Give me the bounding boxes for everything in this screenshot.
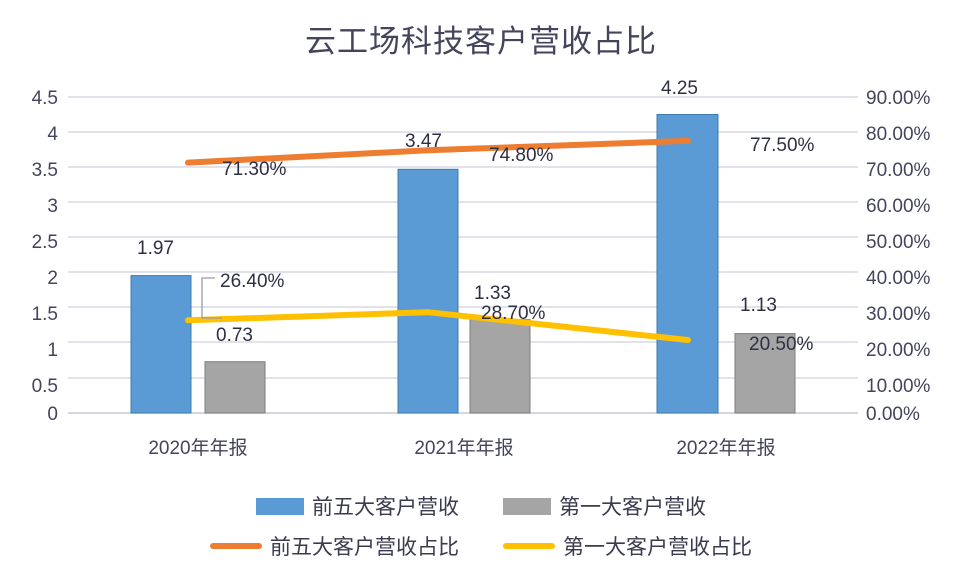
gridlines — [68, 96, 858, 414]
legend-label-top5-revenue: 前五大客户营收 — [312, 495, 459, 519]
bar-top1-2020 — [204, 361, 266, 414]
y-axis-right-tick: 30.00% — [866, 304, 931, 325]
bar-top5-2022 — [656, 114, 719, 414]
bar-top1-2021 — [469, 319, 531, 414]
legend-bar-swatch-icon — [256, 497, 304, 515]
y-axis-right-tick: 70.00% — [866, 160, 931, 181]
data-label-top5-2022: 4.25 — [661, 78, 698, 99]
y-axis-right-tick: 50.00% — [866, 232, 931, 253]
y-axis-left-tick: 2.5 — [31, 232, 58, 253]
bar-series-top5-revenue — [130, 114, 719, 414]
legend-label-top1-revenue: 第一大客户营收 — [559, 495, 706, 519]
legend-row-lines: 前五大客户营收占比 第一大客户营收占比 — [0, 526, 962, 566]
legend-line-swatch-icon — [210, 543, 262, 549]
y-axis-left-tick: 2 — [47, 268, 58, 289]
legend-item-top5-revenue[interactable]: 前五大客户营收 — [256, 491, 459, 521]
chart-legend: 前五大客户营收 第一大客户营收 前五大客户营收占比 第一大客户营收占比 — [0, 486, 962, 566]
chart-title: 云工场科技客户营收占比 — [305, 24, 657, 59]
y-axis-left-tick: 1 — [47, 340, 58, 361]
y-axis-right-tick: 60.00% — [866, 196, 931, 217]
y-axis-right-tick: 80.00% — [866, 124, 931, 145]
y-axis-left-tick: 0.5 — [31, 376, 58, 397]
data-label-top5-share-2021: 74.80% — [489, 145, 554, 166]
leader-line-26-40 — [201, 277, 222, 319]
bar-series-top1-revenue — [204, 319, 796, 414]
data-label-top1-2021: 1.33 — [474, 283, 511, 304]
legend-item-top1-share[interactable]: 第一大客户营收占比 — [503, 531, 752, 561]
line-series-top1-share — [185, 309, 691, 343]
y-axis-right-tick: 40.00% — [866, 268, 931, 289]
data-label-top1-share-2022: 20.50% — [749, 334, 814, 355]
y-axis-right-tick: 10.00% — [866, 376, 931, 397]
y-axis-left-tick: 4.5 — [31, 88, 58, 109]
legend-bar-swatch-icon — [503, 497, 551, 515]
bar-top1-2022 — [734, 333, 796, 414]
y-axis-right-tick: 90.00% — [866, 88, 931, 109]
y-axis-left-tick: 4 — [47, 124, 58, 145]
legend-label-top5-share: 前五大客户营收占比 — [270, 535, 459, 559]
data-label-top5-share-2022: 77.50% — [750, 135, 815, 156]
y-axis-left-tick: 0 — [47, 404, 58, 425]
y-axis-left-tick: 1.5 — [31, 304, 58, 325]
data-label-top5-2020: 1.97 — [137, 238, 174, 259]
x-axis-category-2021: 2021年年报 — [414, 438, 514, 459]
data-label-top1-2020: 0.73 — [216, 325, 253, 346]
line-series-top5-share — [185, 137, 691, 166]
y-axis-left-tick: 3 — [47, 196, 58, 217]
data-label-top5-2021: 3.47 — [405, 131, 442, 152]
bar-top5-2020 — [130, 275, 192, 414]
data-label-top1-2022: 1.13 — [740, 295, 777, 316]
data-label-top5-share-2020: 71.30% — [222, 159, 287, 180]
y-axis-right-tick: 20.00% — [866, 340, 931, 361]
data-label-top1-share-2020: 26.40% — [220, 271, 285, 292]
legend-item-top5-share[interactable]: 前五大客户营收占比 — [210, 531, 459, 561]
legend-row-bars: 前五大客户营收 第一大客户营收 — [0, 486, 962, 526]
x-axis-category-2022: 2022年年报 — [676, 438, 776, 459]
legend-item-top1-revenue[interactable]: 第一大客户营收 — [503, 491, 706, 521]
data-label-top1-share-2021: 28.70% — [481, 303, 546, 324]
y-axis-right-tick: 0.00% — [866, 404, 920, 425]
x-axis-category-2020: 2020年年报 — [148, 438, 248, 459]
legend-line-swatch-icon — [503, 543, 555, 549]
legend-label-top1-share: 第一大客户营收占比 — [563, 535, 752, 559]
bar-top5-2021 — [397, 168, 459, 414]
y-axis-left-tick: 3.5 — [31, 160, 58, 181]
